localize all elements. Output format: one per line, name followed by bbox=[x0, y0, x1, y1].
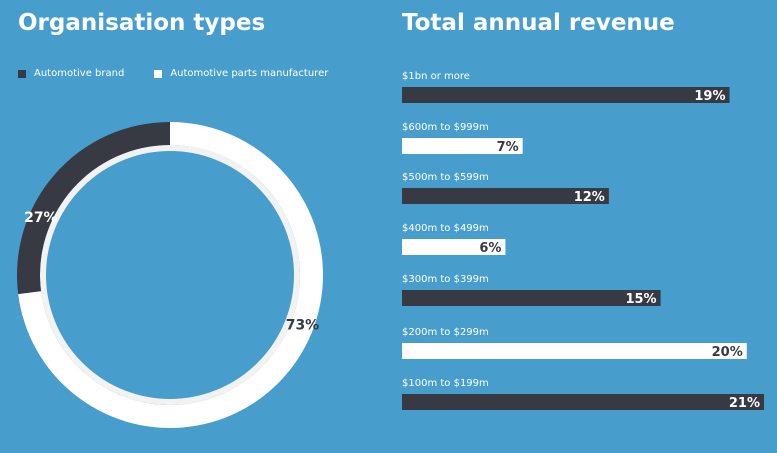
bar-value-label-500m-to-599m: 12% bbox=[574, 190, 605, 205]
bar-200m-to-299m bbox=[402, 343, 747, 359]
bar-category-label-400m-to-499m: $400m to $499m bbox=[402, 223, 489, 234]
legend-item-automotive-parts-manufacturer: Automotive parts manufacturer bbox=[154, 68, 328, 79]
donut-label-automotive-brand: 27% bbox=[24, 210, 58, 226]
donut-slice-automotive-brand bbox=[17, 122, 171, 295]
bar-600m-to-999m bbox=[402, 138, 523, 154]
bar-value-label-100m-to-199m: 21% bbox=[729, 396, 760, 411]
bar-category-label-200m-to-299m: $200m to $299m bbox=[402, 327, 489, 338]
legend-swatch-automotive-parts-manufacturer bbox=[154, 69, 163, 78]
organisation-legend: Automotive brand Automotive parts manufa… bbox=[18, 68, 358, 79]
bar-500m-to-599m bbox=[402, 188, 609, 204]
bar-value-label-1bn-or-more: 19% bbox=[694, 89, 725, 104]
bar-value-label-600m-to-999m: 7% bbox=[497, 140, 519, 155]
bar-category-label-300m-to-399m: $300m to $399m bbox=[402, 274, 489, 285]
bar-category-label-100m-to-199m: $100m to $199m bbox=[402, 378, 489, 389]
bar-value-label-300m-to-399m: 15% bbox=[625, 292, 656, 307]
legend-swatch-automotive-brand bbox=[18, 69, 26, 78]
bar-category-label-500m-to-599m: $500m to $599m bbox=[402, 172, 489, 183]
bar-300m-to-399m bbox=[402, 290, 661, 306]
legend-label-automotive-brand: Automotive brand bbox=[34, 68, 125, 79]
legend-item-automotive-brand: Automotive brand bbox=[18, 68, 124, 79]
bar-1bn-or-more bbox=[402, 87, 730, 103]
organisation-types-title: Organisation types bbox=[18, 10, 266, 36]
total-annual-revenue-bar-chart: $1bn or more 19% $600m to $999m 7% $500m to … bbox=[402, 71, 764, 411]
legend-label-automotive-parts-manufacturer: Automotive parts manufacturer bbox=[170, 68, 329, 79]
donut-label-automotive-parts-manufacturer: 73% bbox=[286, 318, 320, 334]
bar-100m-to-199m bbox=[402, 394, 764, 410]
bar-value-label-400m-to-499m: 6% bbox=[479, 241, 501, 256]
total-annual-revenue-title: Total annual revenue bbox=[402, 10, 675, 36]
bar-value-label-200m-to-299m: 20% bbox=[712, 345, 743, 360]
bar-category-label-600m-to-999m: $600m to $999m bbox=[402, 122, 489, 133]
bar-400m-to-499m bbox=[402, 239, 506, 255]
bar-category-label-1bn-or-more: $1bn or more bbox=[402, 71, 470, 82]
organisation-types-donut-chart: 27% 73% bbox=[17, 122, 323, 428]
donut-inner-track bbox=[40, 145, 300, 405]
